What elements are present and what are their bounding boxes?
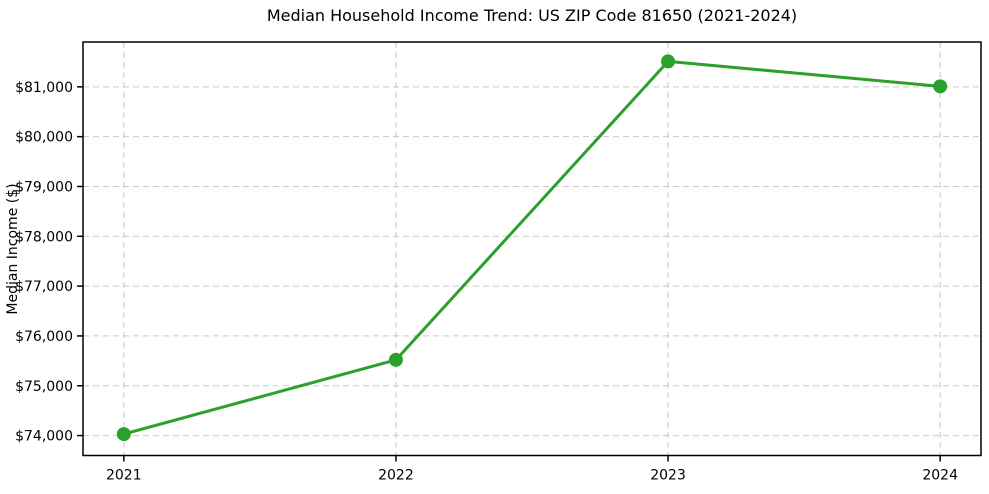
y-tick-label: $76,000 xyxy=(15,329,73,345)
x-tick-label: 2023 xyxy=(650,468,686,484)
y-tick-label: $74,000 xyxy=(15,429,73,445)
x-tick-label: 2021 xyxy=(106,468,142,484)
y-tick-label: $79,000 xyxy=(15,179,73,195)
chart-title: Median Household Income Trend: US ZIP Co… xyxy=(267,6,797,25)
y-axis-label: Median Income ($) xyxy=(5,183,21,314)
data-point xyxy=(388,352,403,367)
data-point xyxy=(661,54,676,69)
grid-layer xyxy=(83,42,981,456)
y-tick-label: $75,000 xyxy=(15,379,73,395)
trend-line xyxy=(122,59,942,436)
axes-layer: $74,000 $75,000 $76,000 $77,000 $78,000 $79,0… xyxy=(15,41,982,484)
x-tick-label: 2024 xyxy=(922,468,958,484)
y-tick-label: $78,000 xyxy=(15,229,73,245)
y-tick-label: $77,000 xyxy=(15,279,73,295)
plot-border xyxy=(82,41,982,457)
data-point xyxy=(116,427,131,442)
data-point xyxy=(933,79,948,94)
x-tick-label: 2022 xyxy=(378,468,414,484)
y-tick-label: $80,000 xyxy=(15,130,73,146)
y-tick-label: $81,000 xyxy=(15,80,73,96)
series-layer xyxy=(116,54,948,442)
